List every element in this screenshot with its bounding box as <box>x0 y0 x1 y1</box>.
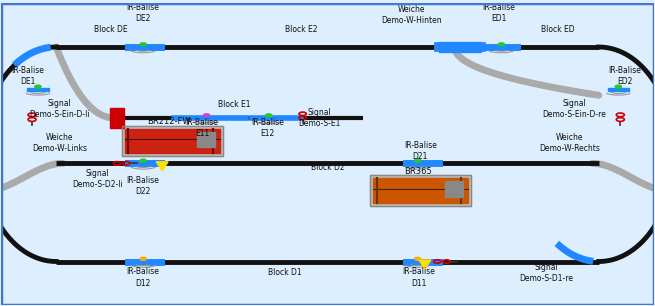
Bar <box>370 175 472 206</box>
Text: Signal
Demo-S-E1: Signal Demo-S-E1 <box>299 108 341 128</box>
Text: Block D2: Block D2 <box>310 163 345 172</box>
Bar <box>445 181 464 196</box>
Circle shape <box>415 257 421 260</box>
Text: Weiche
Demo-W-Hinten: Weiche Demo-W-Hinten <box>381 5 441 25</box>
Bar <box>122 125 223 156</box>
Circle shape <box>415 159 421 162</box>
Text: IR-Balise
D11: IR-Balise D11 <box>403 267 436 288</box>
Bar <box>132 162 154 165</box>
Bar <box>373 178 468 203</box>
Text: IR-Balise
D12: IR-Balise D12 <box>127 267 160 288</box>
Text: BR212-FW: BR212-FW <box>147 117 191 126</box>
Text: IR-Balise
ED1: IR-Balise ED1 <box>482 3 515 23</box>
Text: BR365: BR365 <box>404 167 432 176</box>
Text: IR-Balise
DE1: IR-Balise DE1 <box>12 66 45 86</box>
Bar <box>132 46 154 49</box>
Text: Weiche
Demo-W-Links: Weiche Demo-W-Links <box>32 133 87 153</box>
Text: Block D1: Block D1 <box>268 267 302 277</box>
Bar <box>407 162 428 165</box>
Text: Block E1: Block E1 <box>218 100 251 109</box>
Circle shape <box>35 85 41 88</box>
Bar <box>258 117 280 120</box>
Circle shape <box>140 43 146 46</box>
Circle shape <box>615 85 622 88</box>
Bar <box>110 108 124 128</box>
Circle shape <box>265 114 272 117</box>
Text: Block ED: Block ED <box>541 25 574 34</box>
Bar <box>27 88 48 91</box>
Text: Signal
Demo-S-D1-re: Signal Demo-S-D1-re <box>519 263 574 283</box>
Polygon shape <box>419 260 431 269</box>
Bar <box>370 175 472 206</box>
Bar <box>122 125 223 156</box>
Bar <box>132 260 154 263</box>
Text: Block DE: Block DE <box>94 25 127 34</box>
Bar <box>196 117 217 120</box>
Text: IR-Balise
D21: IR-Balise D21 <box>404 140 437 161</box>
Circle shape <box>140 159 146 162</box>
Text: Weiche
Demo-W-Rechts: Weiche Demo-W-Rechts <box>539 133 600 153</box>
Text: Block E2: Block E2 <box>285 25 318 34</box>
Circle shape <box>140 257 146 260</box>
Bar <box>491 46 512 49</box>
Bar <box>439 42 481 52</box>
Bar <box>608 88 629 91</box>
Bar <box>407 260 428 263</box>
Circle shape <box>204 114 210 117</box>
Circle shape <box>498 43 504 46</box>
Text: IR-Balise
ED2: IR-Balise ED2 <box>608 66 641 86</box>
Text: Signal
Demo-S-D2-li: Signal Demo-S-D2-li <box>72 169 122 189</box>
Bar <box>125 129 219 153</box>
Text: IR-Balise
E11: IR-Balise E11 <box>185 118 219 138</box>
Text: IR-Balise
DE2: IR-Balise DE2 <box>127 3 160 23</box>
Text: IR-Balise
E12: IR-Balise E12 <box>251 118 284 138</box>
Text: Signal
Demo-S-Ein-D-li: Signal Demo-S-Ein-D-li <box>29 99 90 119</box>
Bar <box>196 132 215 147</box>
Text: Signal
Demo-S-Ein-D-re: Signal Demo-S-Ein-D-re <box>542 99 607 119</box>
Polygon shape <box>157 162 168 171</box>
Text: IR-Balise
D22: IR-Balise D22 <box>127 176 160 196</box>
